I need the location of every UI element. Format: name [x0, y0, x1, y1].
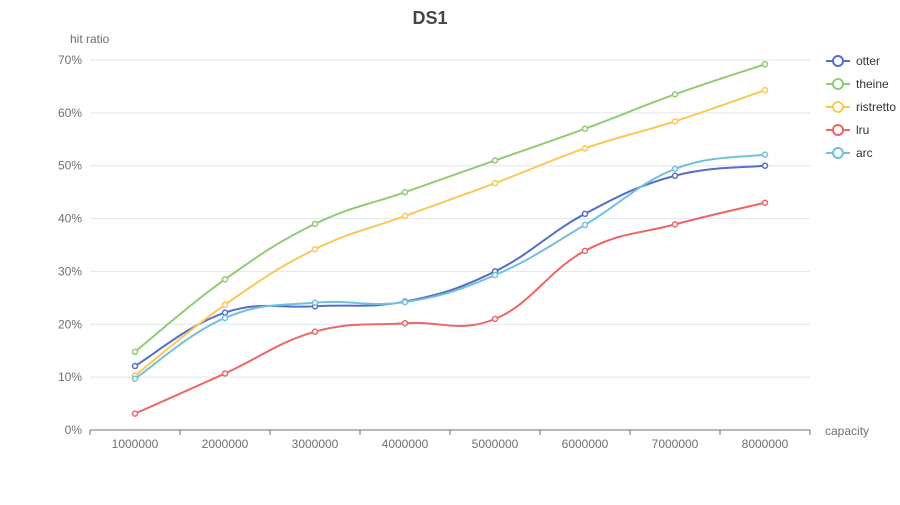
data-point-lru — [761, 199, 769, 206]
legend-item-otter[interactable]: otter — [826, 54, 880, 68]
data-point-theine — [581, 125, 589, 132]
legend-marker-icon — [832, 147, 844, 159]
data-point-otter — [761, 162, 769, 169]
x-tick-label: 7000000 — [652, 437, 699, 451]
x-axis-ticks: 1000000 2000000 3000000 4000000 5000000 60000… — [112, 437, 789, 451]
data-point-theine — [491, 157, 499, 164]
y-tick-label: 50% — [58, 159, 82, 173]
y-axis-title: hit ratio — [70, 32, 110, 46]
x-tick-label: 4000000 — [382, 437, 429, 451]
y-tick-label: 70% — [58, 53, 82, 67]
data-point-lru — [671, 221, 679, 228]
x-axis-title: capacity — [825, 424, 869, 438]
data-point-ristretto — [311, 245, 319, 253]
series-theine — [131, 60, 769, 356]
x-tick-label: 6000000 — [562, 437, 609, 451]
legend-marker-icon — [832, 101, 844, 113]
legend[interactable]: otter theine ristretto lru arc — [826, 54, 896, 160]
y-axis-ticks: 0% 10% 20% 30% 40% 50% 60% 70% — [58, 53, 82, 437]
data-point-otter — [671, 172, 679, 180]
series-line-otter — [134, 164, 766, 368]
series-line-theine — [134, 63, 766, 353]
legend-label: lru — [856, 123, 869, 137]
y-tick-label: 10% — [58, 370, 82, 384]
y-tick-label: 20% — [58, 317, 82, 331]
data-point-lru — [311, 328, 319, 335]
x-tick-label: 2000000 — [202, 437, 249, 451]
data-point-arc — [581, 221, 589, 229]
legend-item-arc[interactable]: arc — [826, 146, 873, 160]
legend-marker-icon — [832, 55, 844, 67]
legend-label: ristretto — [856, 100, 896, 114]
data-point-ristretto — [671, 118, 679, 125]
x-axis — [89, 429, 811, 435]
data-point-ristretto — [221, 301, 229, 308]
legend-item-lru[interactable]: lru — [826, 123, 869, 137]
data-point-lru — [131, 410, 139, 417]
data-point-otter — [131, 362, 139, 370]
data-point-otter — [581, 210, 589, 218]
data-point-arc — [131, 375, 139, 382]
series-line-ristretto — [134, 89, 766, 377]
data-point-ristretto — [491, 179, 499, 187]
data-point-arc — [671, 165, 679, 173]
x-tick-label: 5000000 — [472, 437, 519, 451]
grid-lines — [90, 59, 810, 378]
legend-marker-icon — [832, 78, 844, 90]
data-point-lru — [491, 315, 499, 323]
legend-label: theine — [856, 77, 889, 91]
data-point-theine — [221, 276, 229, 283]
legend-label: arc — [856, 146, 873, 160]
y-tick-label: 30% — [58, 264, 82, 278]
data-point-theine — [401, 188, 409, 196]
data-point-arc — [311, 299, 319, 306]
y-tick-label: 60% — [58, 106, 82, 120]
legend-marker-icon — [832, 124, 844, 136]
data-point-lru — [221, 370, 229, 377]
series-arc — [131, 151, 769, 382]
data-point-ristretto — [401, 212, 409, 220]
data-point-lru — [401, 319, 409, 327]
data-point-arc — [401, 298, 409, 306]
x-tick-label: 3000000 — [292, 437, 339, 451]
x-tick-label: 8000000 — [742, 437, 789, 451]
series-line-arc — [134, 153, 766, 380]
data-point-theine — [131, 348, 139, 356]
data-point-theine — [311, 220, 319, 228]
series-lines — [131, 60, 769, 417]
data-point-ristretto — [761, 86, 769, 94]
data-point-arc — [221, 314, 229, 322]
y-tick-label: 40% — [58, 212, 82, 226]
data-point-otter — [221, 309, 229, 316]
data-point-lru — [581, 247, 589, 255]
y-tick-label: 0% — [65, 423, 83, 437]
data-point-theine — [671, 91, 679, 98]
x-tick-label: 1000000 — [112, 437, 159, 451]
legend-label: otter — [856, 54, 880, 68]
series-ristretto — [131, 86, 769, 379]
data-point-arc — [491, 271, 499, 279]
legend-item-theine[interactable]: theine — [826, 77, 889, 91]
series-line-lru — [134, 201, 766, 415]
series-otter — [131, 162, 769, 370]
data-point-theine — [761, 60, 769, 68]
chart-title: DS1 — [412, 8, 447, 28]
legend-item-ristretto[interactable]: ristretto — [826, 100, 896, 114]
series-lru — [131, 199, 769, 417]
data-point-ristretto — [581, 145, 589, 152]
data-point-arc — [761, 151, 769, 158]
